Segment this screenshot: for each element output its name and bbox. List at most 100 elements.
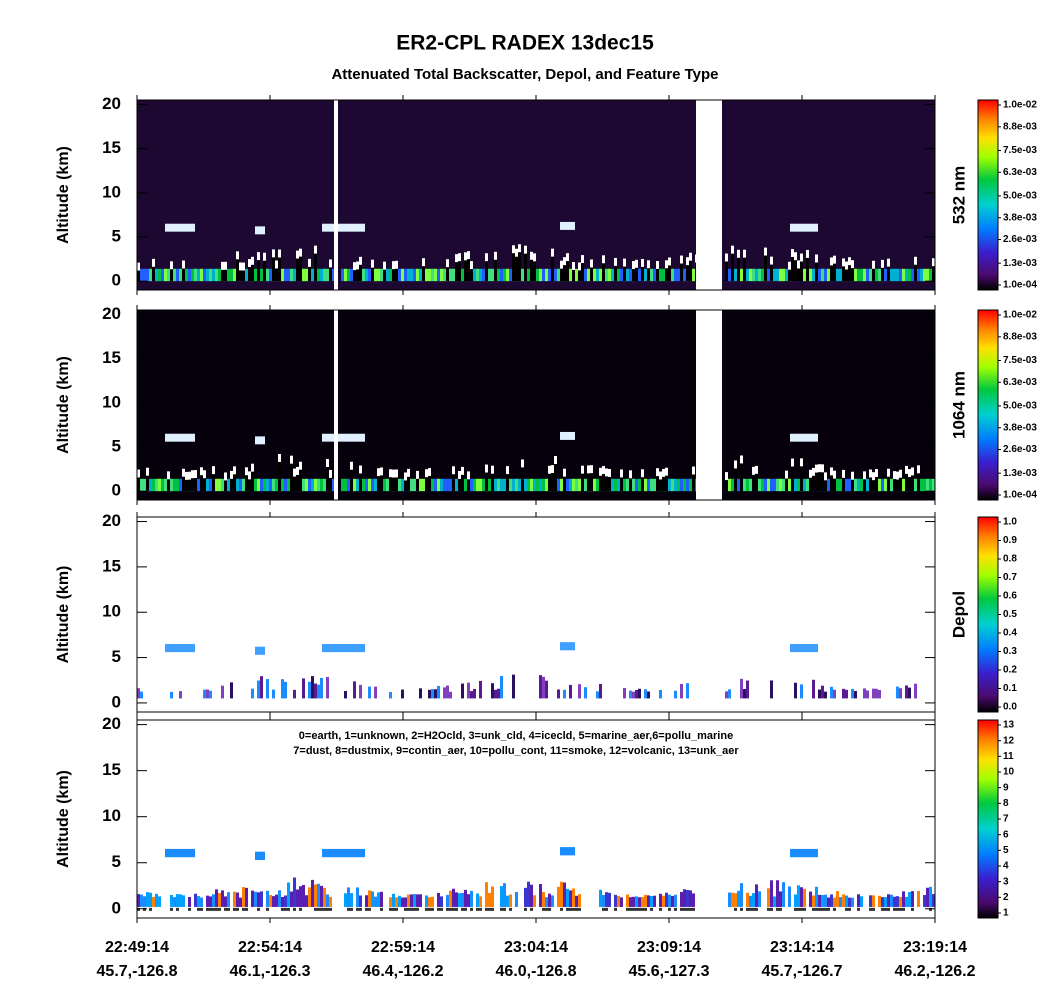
feature-column xyxy=(788,886,791,907)
aerosol-layer xyxy=(305,268,308,282)
surface-marker xyxy=(428,907,431,911)
feature-column xyxy=(461,683,464,699)
cloud-top xyxy=(665,467,668,476)
feature-column xyxy=(242,887,245,907)
feature-column xyxy=(764,680,767,699)
cloud-top xyxy=(560,260,563,269)
feature-column xyxy=(209,896,212,907)
cloud-column xyxy=(656,471,659,492)
feature-column xyxy=(302,884,305,907)
y-tick-label: 10 xyxy=(102,806,121,825)
cirrus-layer xyxy=(322,433,365,442)
surface-marker xyxy=(137,907,140,911)
cloud-column xyxy=(737,253,740,282)
cloud-column xyxy=(830,470,833,492)
feature-column xyxy=(884,688,887,699)
feature-column xyxy=(545,680,548,699)
surface-marker xyxy=(470,907,473,911)
feature-column xyxy=(137,688,140,699)
feature-column xyxy=(431,689,434,699)
cloud-column xyxy=(257,255,260,282)
cloud-column xyxy=(680,259,683,282)
aerosol-layer xyxy=(206,478,209,492)
cirrus-layer xyxy=(790,643,818,653)
cloud-top xyxy=(272,249,275,258)
cloud-top xyxy=(464,252,467,261)
aerosol-layer xyxy=(398,478,401,492)
feature-column xyxy=(560,691,563,699)
aerosol-layer xyxy=(179,268,182,282)
cloud-column xyxy=(293,472,296,492)
aerosol-layer xyxy=(197,268,200,282)
cloud-top xyxy=(251,463,254,472)
feature-column xyxy=(188,897,191,907)
aerosol-layer xyxy=(566,478,569,492)
surface-marker xyxy=(569,907,572,911)
x-tick-label: 22:59:14 xyxy=(371,939,435,956)
cloud-column xyxy=(518,247,521,282)
feature-column xyxy=(752,893,755,907)
feature-column xyxy=(503,883,506,907)
cloud-column xyxy=(248,262,251,282)
cloud-column xyxy=(248,474,251,492)
aerosol-layer xyxy=(761,478,764,492)
aerosol-layer xyxy=(920,478,923,492)
feature-column xyxy=(257,680,260,699)
feature-column xyxy=(299,886,302,907)
cloud-top xyxy=(620,469,623,478)
feature-column xyxy=(686,683,689,699)
cloud-top xyxy=(851,471,854,480)
colorbar-tick-label: 9 xyxy=(1003,782,1009,793)
cloud-top xyxy=(830,467,833,476)
feature-column xyxy=(890,894,893,907)
feature-column xyxy=(416,894,419,907)
feature-column xyxy=(395,897,398,907)
aerosol-layer xyxy=(383,478,386,492)
y-tick-label: 15 xyxy=(102,556,121,575)
feature-column xyxy=(917,891,920,907)
cloud-column xyxy=(833,474,836,492)
feature-column xyxy=(875,688,878,699)
aerosol-layer xyxy=(557,478,560,492)
feature-column xyxy=(836,891,839,907)
cirrus-layer xyxy=(255,646,265,655)
aerosol-layer xyxy=(776,268,779,282)
cloud-top xyxy=(182,468,185,477)
feature-column xyxy=(380,891,383,907)
surface-marker xyxy=(245,907,248,911)
cloud-column xyxy=(299,252,302,282)
cloud-column xyxy=(377,471,380,492)
feature-column xyxy=(410,894,413,907)
aerosol-layer xyxy=(323,478,326,492)
feature-column xyxy=(206,689,209,699)
aerosol-layer xyxy=(176,268,179,282)
cloud-column xyxy=(563,260,566,282)
feature-column xyxy=(524,887,527,907)
aerosol-layer xyxy=(731,478,734,492)
x-tick-label: 23:04:14 xyxy=(504,939,568,956)
y-tick-label: 15 xyxy=(102,760,121,779)
aerosol-layer xyxy=(497,268,500,282)
cloud-column xyxy=(446,262,449,282)
feature-column xyxy=(173,688,176,699)
aerosol-layer xyxy=(449,478,452,492)
cloud-column xyxy=(812,471,815,492)
aerosol-layer xyxy=(644,478,647,492)
cirrus-layer xyxy=(560,642,575,651)
cloud-top xyxy=(581,255,584,264)
feature-column xyxy=(524,686,527,699)
feature-column xyxy=(182,690,185,699)
surface-marker xyxy=(461,907,464,911)
aerosol-layer xyxy=(671,478,674,492)
surface-marker xyxy=(683,907,686,911)
cirrus-layer xyxy=(322,223,365,232)
aerosol-layer xyxy=(593,478,596,492)
feature-column xyxy=(302,678,305,699)
cloud-column xyxy=(665,263,668,282)
cloud-top xyxy=(602,255,605,264)
feature-column xyxy=(260,891,263,907)
y-axis-label: Altitude (km) xyxy=(55,146,72,244)
feature-column xyxy=(407,894,410,907)
aerosol-layer xyxy=(608,268,611,282)
feature-column xyxy=(296,889,299,907)
